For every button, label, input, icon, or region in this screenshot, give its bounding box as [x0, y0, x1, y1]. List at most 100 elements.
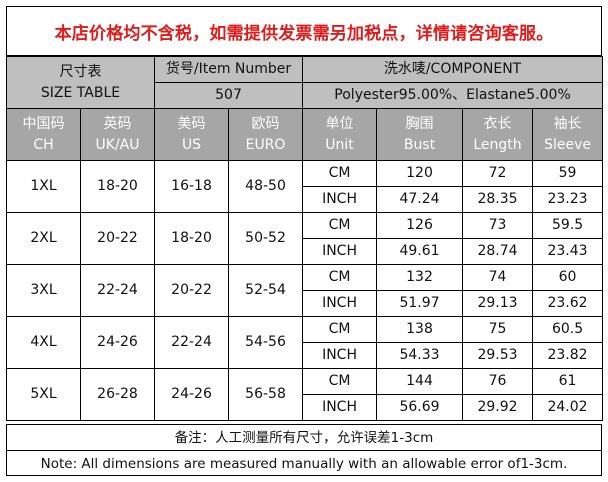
- sleeve-cell: 23.82: [532, 342, 604, 369]
- unit-cell: INCH: [302, 394, 378, 421]
- column-header-en: EURO: [245, 136, 286, 153]
- length-cell: 74: [462, 264, 534, 291]
- unit-cell: INCH: [302, 186, 378, 213]
- bust-cell: 49.61: [376, 238, 464, 265]
- length-cell: 28.74: [462, 238, 534, 265]
- sleeve-cell: 60: [532, 264, 604, 291]
- size-table-title-cell: 尺寸表 SIZE TABLE: [5, 56, 156, 109]
- column-header-5: 胸围 Bust: [376, 108, 464, 161]
- bust-cell: 138: [376, 316, 464, 343]
- column-header-7: 袖长 Sleeve: [532, 108, 604, 161]
- item-number-label: 货号/Item Number: [154, 56, 304, 83]
- note-cn: 备注：人工测量所有尺寸，允许误差1-3cm: [6, 424, 602, 450]
- size-uk: 26-28: [79, 368, 156, 421]
- size-euro: 54-56: [228, 316, 304, 369]
- length-cell: 29.53: [462, 342, 534, 369]
- table-row: 1XL 18-20 16-18 48-50 CM 120 72 59: [6, 160, 604, 213]
- sleeve-cell: 23.62: [532, 290, 604, 317]
- sleeve-cell: 23.43: [532, 238, 604, 265]
- column-header-en: Unit: [325, 136, 354, 153]
- column-header-cn: 英码: [103, 115, 132, 132]
- size-ch: 1XL: [6, 160, 81, 213]
- column-header-0: 中国码 CH: [6, 108, 81, 161]
- column-header-en: Length: [473, 136, 522, 153]
- component-value: Polyester95.00%、Elastane5.00%: [302, 82, 604, 109]
- sleeve-cell: 61: [532, 368, 604, 395]
- size-us: 16-18: [154, 160, 230, 213]
- length-cell: 75: [462, 316, 534, 343]
- size-ch: 3XL: [6, 264, 81, 317]
- column-header-cn: 美码: [177, 115, 206, 132]
- unit-cell: CM: [302, 264, 378, 291]
- size-euro: 56-58: [228, 368, 304, 421]
- table-row: 4XL 24-26 22-24 54-56 CM 138 75 60.5: [6, 316, 604, 369]
- column-header-en: CH: [33, 136, 54, 153]
- unit-cell: CM: [302, 368, 378, 395]
- size-euro: 50-52: [228, 212, 304, 265]
- size-table-title-cn: 尺寸表: [59, 63, 102, 80]
- table-row: 5XL 26-28 24-26 56-58 CM 144 76 61: [6, 368, 604, 421]
- column-header-3: 欧码 EURO: [228, 108, 304, 161]
- length-cell: 72: [462, 160, 534, 187]
- table-row: INCH 56.69 29.92 24.02: [7, 394, 604, 421]
- column-header-4: 单位 Unit: [302, 108, 378, 161]
- size-uk: 24-26: [79, 316, 156, 369]
- sleeve-cell: 59.5: [532, 212, 604, 239]
- item-number-value: 507: [154, 82, 304, 109]
- unit-cell: CM: [302, 160, 378, 187]
- sleeve-cell: 60.5: [532, 316, 604, 343]
- size-euro: 48-50: [228, 160, 304, 213]
- column-header-en: Sleeve: [544, 136, 591, 153]
- bust-cell: 51.97: [376, 290, 464, 317]
- column-header-en: US: [181, 136, 202, 153]
- unit-cell: CM: [302, 212, 378, 239]
- column-header-cn: 单位: [325, 115, 354, 132]
- size-table-title-en: SIZE TABLE: [40, 84, 121, 101]
- column-header-6: 衣长 Length: [462, 108, 534, 161]
- column-header-cn: 袖长: [553, 115, 582, 132]
- size-us: 18-20: [154, 212, 230, 265]
- column-header-en: Bust: [403, 136, 436, 153]
- size-uk: 20-22: [79, 212, 156, 265]
- unit-cell: INCH: [302, 290, 378, 317]
- sleeve-cell: 23.23: [532, 186, 604, 213]
- bust-cell: 132: [376, 264, 464, 291]
- unit-cell: CM: [302, 316, 378, 343]
- tax-notice: 本店价格均不含税，如需提供发票需另加税点，详情请咨询客服。: [6, 6, 602, 56]
- size-ch: 2XL: [6, 212, 81, 265]
- size-us: 20-22: [154, 264, 230, 317]
- column-header-cn: 欧码: [251, 115, 280, 132]
- column-header-1: 英码 UK/AU: [79, 108, 156, 161]
- table-row: INCH 51.97 29.13 23.62: [7, 290, 604, 317]
- bust-cell: 47.24: [376, 186, 464, 213]
- bust-cell: 56.69: [376, 394, 464, 421]
- length-cell: 29.92: [462, 394, 534, 421]
- component-label: 洗水唛/COMPONENT: [302, 56, 604, 83]
- table-row: 3XL 22-24 20-22 52-54 CM 132 74 60: [6, 264, 604, 317]
- length-cell: 73: [462, 212, 534, 239]
- table-row: 2XL 20-22 18-20 50-52 CM 126 73 59.5: [6, 212, 604, 265]
- bust-cell: 54.33: [376, 342, 464, 369]
- size-uk: 22-24: [79, 264, 156, 317]
- sleeve-cell: 24.02: [532, 394, 604, 421]
- bust-cell: 126: [376, 212, 464, 239]
- unit-cell: INCH: [302, 238, 378, 265]
- column-header-cn: 衣长: [483, 115, 512, 132]
- bust-cell: 120: [376, 160, 464, 187]
- unit-cell: INCH: [302, 342, 378, 369]
- table-row: INCH 54.33 29.53 23.82: [7, 342, 604, 369]
- size-ch: 4XL: [6, 316, 81, 369]
- length-cell: 28.35: [462, 186, 534, 213]
- size-us: 24-26: [154, 368, 230, 421]
- size-euro: 52-54: [228, 264, 304, 317]
- length-cell: 29.13: [462, 290, 534, 317]
- bust-cell: 144: [376, 368, 464, 395]
- column-header-cn: 中国码: [22, 115, 65, 132]
- size-ch: 5XL: [6, 368, 81, 421]
- size-us: 22-24: [154, 316, 230, 369]
- table-row: INCH 49.61 28.74 23.43: [7, 238, 604, 265]
- table-row: INCH 47.24 28.35 23.23: [7, 186, 604, 213]
- column-header-cn: 胸围: [405, 115, 434, 132]
- note-en: Note: All dimensions are measured manual…: [6, 450, 602, 476]
